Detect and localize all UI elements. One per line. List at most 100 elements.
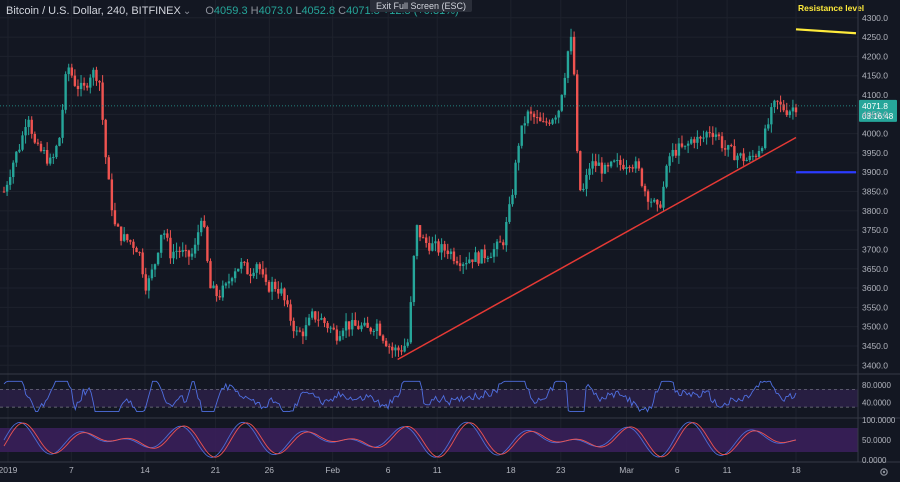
candle-body (609, 161, 613, 167)
candle-body (132, 241, 135, 248)
price-tick-label: 4300.0 (862, 13, 888, 23)
stoch-k-line (3, 421, 797, 458)
candle-body (619, 159, 622, 165)
candle-body (643, 185, 647, 192)
candle-body (461, 264, 465, 266)
candle-body (203, 220, 206, 227)
last-price-tag (859, 99, 897, 122)
candle-body (705, 132, 708, 138)
price-tick-label: 3750.0 (862, 225, 888, 235)
price-tick-label: 4050.0 (862, 109, 888, 119)
candle-body (539, 117, 542, 122)
candle-body (153, 264, 157, 270)
chevron-down-icon[interactable]: ⌄ (182, 6, 192, 17)
candle-body (289, 304, 292, 321)
candle-body (532, 113, 536, 118)
candle-body (169, 237, 172, 259)
price-tick-label: 3400.0 (862, 360, 888, 370)
candle-body (283, 288, 286, 301)
candle-body (760, 148, 764, 152)
time-tick-label: Feb (325, 465, 340, 475)
candle-body (526, 111, 530, 124)
candle-body (58, 137, 61, 146)
candle-body (594, 161, 597, 166)
candle-body (575, 74, 579, 152)
open-label: O (205, 5, 214, 17)
last-price-value: 4071.8 (862, 101, 888, 111)
candle-body (680, 143, 684, 147)
candle-body (634, 161, 637, 169)
candle-body (224, 283, 228, 286)
candle-body (446, 250, 449, 255)
price-tick-label: 3800.0 (862, 206, 888, 216)
candle-body (418, 225, 422, 238)
candle-body (326, 323, 329, 329)
price-tick-label: 4250.0 (862, 32, 888, 42)
candle-body (335, 329, 339, 341)
candle-body (113, 210, 117, 225)
candle-body (243, 261, 246, 263)
candle-body (33, 133, 37, 143)
candle-body (440, 244, 443, 253)
candle-body (45, 150, 49, 164)
candle-body (49, 157, 52, 164)
candle-body (163, 233, 166, 235)
rsi-band (0, 389, 858, 408)
candle-body (129, 240, 132, 242)
candle-body (384, 340, 388, 347)
candle-body (89, 77, 92, 88)
candle-body (452, 251, 456, 262)
candle-body (101, 82, 104, 120)
candle-body (24, 127, 27, 136)
candle-body (388, 346, 391, 348)
symbol-title[interactable]: Bitcoin / U.S. Dollar, 240, BITFINEX (6, 5, 181, 17)
candle-body (508, 204, 511, 222)
candle-body (240, 261, 243, 269)
candle-body (653, 199, 656, 202)
time-tick-label: 14 (140, 465, 150, 475)
candle-body (597, 162, 600, 166)
candle-body (779, 101, 782, 105)
candle-body (27, 119, 30, 128)
candle-body (563, 77, 567, 95)
candle-body (628, 167, 631, 169)
candle-body (193, 244, 197, 254)
candle-body (714, 134, 718, 137)
time-tick-label: 6 (386, 465, 391, 475)
price-tick-label: 3600.0 (862, 283, 888, 293)
candle-body (42, 150, 46, 152)
candle-body (144, 274, 147, 291)
candle-body (776, 100, 779, 102)
candle-body (190, 253, 194, 257)
high-value: 4073.0 (258, 5, 293, 17)
gear-icon[interactable] (878, 466, 890, 478)
candle-body (92, 69, 95, 78)
time-tick-label: 18 (506, 465, 516, 475)
candle-body (221, 285, 225, 298)
time-tick-label: Mar (619, 465, 634, 475)
candle-body (773, 100, 776, 108)
candle-body (320, 318, 323, 320)
candle-body (699, 136, 702, 139)
candle-body (582, 188, 585, 191)
candle-body (637, 161, 641, 169)
candle-body (366, 322, 369, 328)
price-tick-label: 3700.0 (862, 244, 888, 254)
candle-body (424, 237, 428, 243)
candle-body (138, 252, 141, 254)
high-label: H (250, 5, 259, 17)
candle-body (449, 251, 453, 255)
candle-body (184, 250, 188, 252)
candle-body (110, 179, 114, 211)
candle-body (391, 346, 394, 351)
candle-body (381, 335, 385, 341)
stochastic-panel (0, 421, 858, 458)
candle-body (95, 69, 98, 81)
candle-body (172, 251, 175, 259)
candle-body (437, 241, 440, 253)
candle-body (338, 336, 342, 341)
candle-body (659, 204, 662, 208)
exit-fullscreen-button[interactable]: Exit Full Screen (ESC) (370, 0, 473, 12)
candle-body (209, 261, 212, 289)
